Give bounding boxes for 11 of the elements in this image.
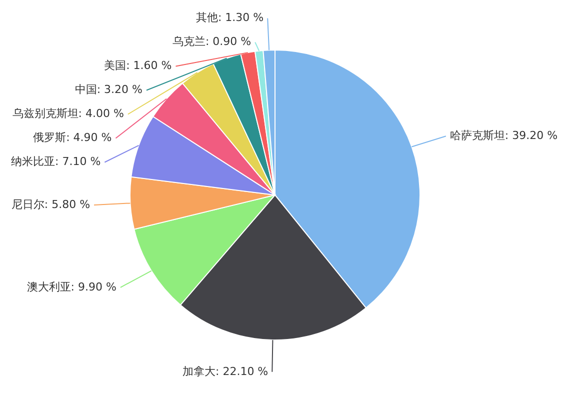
slice-label: 纳米比亚: 7.10 % [11, 155, 101, 168]
slice-label: 尼日尔: 5.80 % [11, 198, 90, 211]
slice-label: 澳大利亚: 9.90 % [26, 280, 116, 294]
slice-label: 乌克兰: 0.90 % [172, 35, 252, 48]
slice-label: 中国: 3.20 % [74, 83, 143, 96]
slice-label: 美国: 1.60 % [104, 59, 172, 72]
slice-label: 加拿大: 22.10 % [182, 364, 268, 378]
slice-label: 其他: 1.30 % [196, 11, 264, 24]
slice-label: 俄罗斯: 4.90 % [33, 131, 112, 144]
slice-label: 哈萨克斯坦: 39.20 % [450, 129, 558, 142]
slice-label: 乌兹别克斯坦: 4.00 % [12, 107, 124, 120]
